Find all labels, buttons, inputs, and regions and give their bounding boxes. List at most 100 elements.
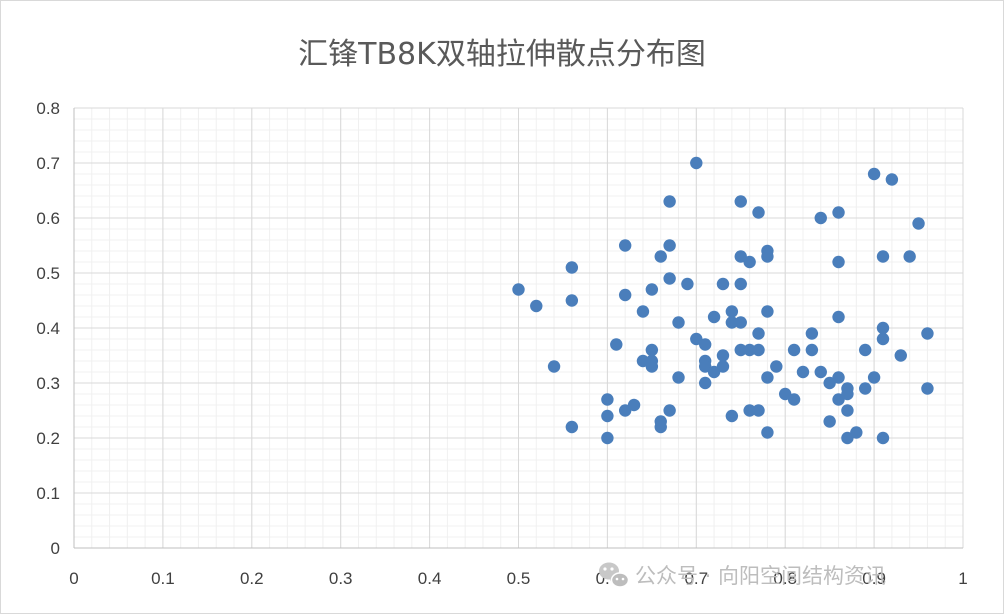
y-tick-label: 0.4 bbox=[36, 319, 60, 338]
data-point bbox=[618, 239, 632, 252]
y-tick-label: 0.6 bbox=[36, 209, 60, 228]
data-point bbox=[690, 332, 703, 346]
data-point bbox=[654, 420, 667, 434]
y-tick-label: 0.2 bbox=[36, 429, 60, 448]
x-tick-label: 0.5 bbox=[507, 569, 531, 588]
data-point bbox=[725, 409, 739, 423]
chart-title: 汇锋TB8K双轴拉伸散点分布图 bbox=[298, 37, 706, 72]
y-tick-label: 0.7 bbox=[36, 154, 60, 173]
y-tick-label: 0.8 bbox=[36, 99, 60, 118]
data-point bbox=[859, 343, 872, 357]
data-point bbox=[832, 310, 845, 324]
data-point bbox=[645, 283, 659, 296]
data-point bbox=[690, 156, 703, 170]
data-point bbox=[823, 415, 836, 428]
data-point bbox=[752, 206, 765, 219]
data-point bbox=[512, 283, 525, 296]
data-point bbox=[734, 250, 747, 263]
y-tick-label: 0.5 bbox=[36, 264, 60, 283]
data-point bbox=[645, 343, 659, 357]
data-point bbox=[618, 288, 632, 302]
data-point bbox=[796, 365, 810, 379]
data-point bbox=[823, 376, 836, 390]
data-point bbox=[876, 250, 890, 263]
y-tick-label: 0.3 bbox=[36, 374, 60, 393]
data-point bbox=[663, 404, 676, 417]
data-point bbox=[761, 371, 774, 384]
data-point bbox=[734, 343, 747, 357]
data-point bbox=[743, 255, 756, 269]
data-point bbox=[654, 250, 667, 263]
data-point bbox=[627, 398, 641, 412]
data-point bbox=[787, 393, 801, 406]
y-tick-label: 0 bbox=[51, 539, 60, 558]
x-tick-label: 0.8 bbox=[773, 569, 797, 588]
data-point bbox=[672, 371, 685, 384]
data-point bbox=[716, 349, 730, 362]
data-point bbox=[601, 393, 614, 406]
data-point bbox=[618, 404, 632, 417]
wechat-icon bbox=[599, 562, 630, 588]
axes bbox=[73, 108, 963, 549]
data-point bbox=[636, 305, 650, 318]
data-point bbox=[565, 420, 579, 434]
data-point bbox=[734, 195, 747, 208]
data-point bbox=[779, 387, 792, 401]
data-point bbox=[894, 349, 907, 362]
data-point bbox=[876, 321, 890, 335]
data-points bbox=[512, 156, 934, 445]
data-point bbox=[876, 332, 890, 346]
data-point bbox=[921, 327, 934, 340]
data-point bbox=[814, 365, 827, 379]
data-point bbox=[832, 206, 845, 219]
data-point bbox=[716, 360, 730, 373]
data-point bbox=[663, 239, 676, 252]
data-point bbox=[663, 272, 676, 285]
gridlines bbox=[73, 107, 964, 549]
data-point bbox=[698, 338, 712, 351]
data-point bbox=[752, 404, 765, 417]
x-tick-label: 0.2 bbox=[240, 569, 264, 588]
x-tick-label: 0.7 bbox=[684, 569, 708, 588]
data-point bbox=[707, 365, 721, 379]
data-point bbox=[565, 261, 579, 274]
data-point bbox=[645, 360, 659, 373]
data-point bbox=[814, 211, 827, 225]
x-tick-label: 0.9 bbox=[862, 569, 886, 588]
x-tick-label: 0 bbox=[69, 569, 78, 588]
data-point bbox=[841, 387, 854, 401]
x-tick-label: 1 bbox=[958, 569, 967, 588]
data-point bbox=[761, 250, 774, 263]
data-point bbox=[832, 371, 845, 384]
data-point bbox=[707, 310, 721, 324]
data-point bbox=[565, 294, 579, 307]
data-point bbox=[903, 250, 916, 263]
data-point bbox=[885, 173, 899, 186]
data-point bbox=[698, 376, 712, 390]
data-point bbox=[716, 277, 730, 291]
data-point bbox=[761, 426, 774, 439]
data-point bbox=[681, 277, 694, 291]
data-point bbox=[841, 431, 854, 445]
data-point bbox=[725, 316, 739, 329]
watermark: 公众号 · 向阳空间结构资讯 bbox=[599, 562, 886, 588]
data-point bbox=[787, 343, 801, 357]
data-point bbox=[850, 426, 863, 439]
data-point bbox=[832, 255, 845, 269]
data-point bbox=[921, 382, 934, 395]
data-point bbox=[672, 316, 685, 329]
data-point bbox=[663, 195, 676, 208]
x-tick-label: 0.3 bbox=[329, 569, 353, 588]
data-point bbox=[725, 305, 739, 318]
data-point bbox=[805, 327, 819, 340]
data-point bbox=[761, 305, 774, 318]
data-point bbox=[743, 343, 756, 357]
x-tick-label: 0.4 bbox=[418, 569, 442, 588]
watermark-text: 公众号 · 向阳空间结构资讯 bbox=[635, 564, 886, 588]
x-tick-label: 0.1 bbox=[151, 569, 175, 588]
data-point bbox=[876, 431, 890, 445]
data-point bbox=[743, 404, 756, 417]
